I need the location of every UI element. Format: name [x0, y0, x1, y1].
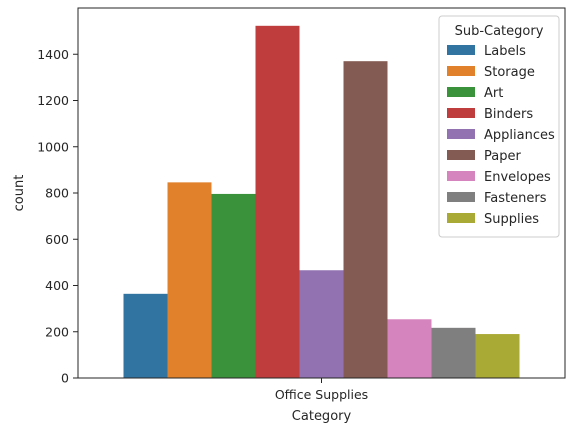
legend-swatch [447, 108, 475, 118]
legend-swatch [447, 87, 475, 97]
legend-swatch [447, 45, 475, 55]
bar-storage [167, 182, 212, 378]
legend-label: Envelopes [484, 170, 551, 185]
x-axis-label: Category [292, 409, 352, 424]
legend-label: Fasteners [484, 191, 547, 206]
legend-items: Labels Storage Art Binders Appliances Paper En… [447, 44, 555, 227]
legend-label: Art [484, 86, 503, 101]
y-tick-label: 800 [45, 186, 69, 201]
y-tick-label: 1000 [37, 139, 69, 154]
legend-item-appliances: Appliances [447, 128, 555, 143]
y-tick-label: 0 [61, 371, 69, 386]
axes-group: 0 200 400 600 800 1000 1200 1400 Office Supplies [37, 7, 566, 402]
y-tick-label: 400 [45, 278, 69, 293]
legend-swatch [447, 192, 475, 202]
bar-envelopes [387, 319, 432, 378]
legend-item-envelopes: Envelopes [447, 170, 551, 185]
x-tick-label: Office Supplies [275, 387, 368, 402]
y-tick-label: 1400 [37, 47, 69, 62]
legend-label: Paper [484, 149, 521, 164]
legend-item-labels: Labels [447, 44, 526, 59]
y-tick-label: 600 [45, 232, 69, 247]
bar-appliances [299, 270, 344, 378]
legend-item-binders: Binders [447, 107, 533, 122]
legend-label: Supplies [484, 212, 539, 227]
legend-swatch [447, 213, 475, 223]
legend-swatch [447, 150, 475, 160]
bar-labels [123, 293, 168, 378]
legend-item-fasteners: Fasteners [447, 191, 547, 206]
legend-label: Appliances [484, 128, 555, 143]
legend-item-storage: Storage [447, 65, 535, 80]
legend-label: Binders [484, 107, 533, 122]
legend-label: Labels [484, 44, 526, 59]
legend-item-paper: Paper [447, 149, 521, 164]
legend-swatch [447, 129, 475, 139]
y-tick-label: 200 [45, 324, 69, 339]
bar-paper [343, 61, 388, 378]
bars-group [123, 25, 520, 379]
bar-supplies [475, 334, 520, 378]
legend-title: Sub-Category [455, 24, 544, 39]
y-tick-label: 1200 [37, 93, 69, 108]
legend-label: Storage [484, 65, 535, 80]
legend-item-art: Art [447, 86, 503, 101]
legend-item-supplies: Supplies [447, 212, 539, 227]
bar-art [211, 193, 256, 378]
legend-swatch [447, 66, 475, 76]
legend: Sub-Category Labels Storage Art Binders Appl… [438, 15, 560, 238]
bar-binders [255, 25, 300, 379]
legend-swatch [447, 171, 475, 181]
y-axis-label: count [12, 175, 27, 212]
bar-fasteners [431, 327, 476, 378]
